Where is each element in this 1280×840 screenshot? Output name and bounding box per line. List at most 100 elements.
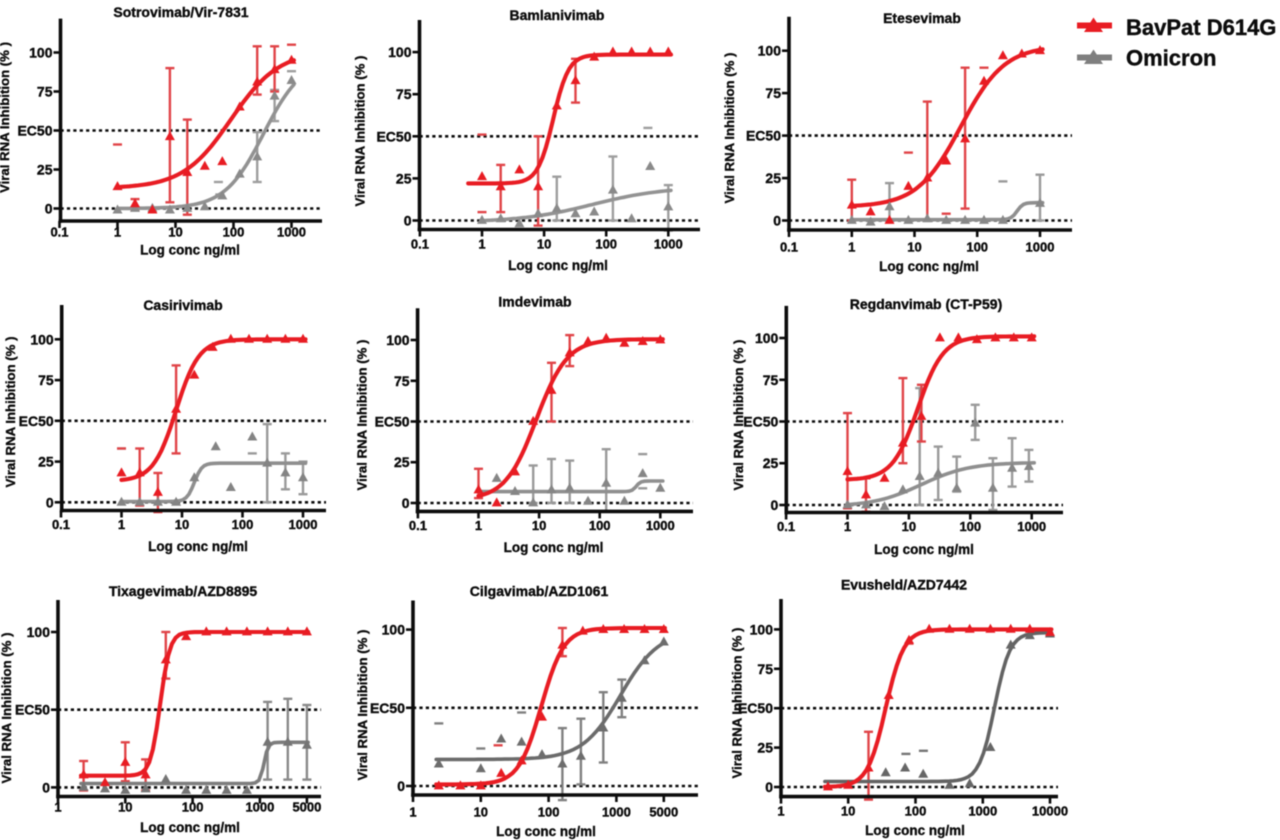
svg-text:100: 100 (223, 225, 245, 240)
svg-text:5000: 5000 (292, 800, 321, 815)
svg-text:EC50: EC50 (738, 700, 773, 716)
svg-text:Log conc ng/ml: Log conc ng/ml (879, 259, 979, 274)
svg-text:25: 25 (37, 162, 53, 178)
svg-text:Omicron: Omicron (1126, 46, 1216, 71)
svg-text:1: 1 (777, 804, 784, 819)
svg-text:EC50: EC50 (743, 414, 778, 430)
svg-text:Log conc ng/ml: Log conc ng/ml (140, 243, 240, 258)
svg-text:10: 10 (841, 804, 855, 819)
svg-text:EC50: EC50 (375, 414, 410, 430)
svg-text:25: 25 (38, 454, 54, 470)
svg-text:1000: 1000 (968, 804, 997, 819)
svg-text:100: 100 (232, 517, 254, 532)
svg-text:BavPat D614G: BavPat D614G (1126, 15, 1276, 40)
svg-text:10: 10 (474, 805, 488, 820)
svg-text:100: 100 (538, 805, 560, 820)
svg-text:Sotrovimab/Vir-7831: Sotrovimab/Vir-7831 (113, 4, 248, 20)
svg-text:0: 0 (46, 494, 54, 510)
svg-text:100: 100 (589, 518, 611, 533)
svg-text:10000: 10000 (1032, 804, 1068, 819)
svg-text:10: 10 (118, 800, 132, 815)
svg-text:EC50: EC50 (15, 702, 50, 718)
svg-text:0: 0 (402, 495, 410, 511)
svg-text:75: 75 (396, 86, 412, 102)
svg-text:0.1: 0.1 (411, 237, 429, 252)
svg-text:100: 100 (750, 621, 774, 637)
svg-text:1: 1 (844, 519, 851, 534)
svg-text:0.1: 0.1 (50, 225, 68, 240)
svg-text:Cilgavimab/AZD1061: Cilgavimab/AZD1061 (470, 583, 609, 599)
svg-text:75: 75 (38, 372, 54, 388)
svg-text:Viral RNA Inhibition (% ): Viral RNA Inhibition (% ) (731, 340, 746, 491)
svg-text:100: 100 (29, 45, 53, 61)
svg-text:Etesevimab: Etesevimab (883, 10, 961, 26)
svg-text:0.1: 0.1 (409, 518, 427, 533)
svg-text:EC50: EC50 (17, 123, 52, 139)
svg-text:25: 25 (765, 170, 781, 186)
svg-text:0: 0 (771, 497, 779, 513)
svg-text:1000: 1000 (1017, 519, 1046, 534)
svg-text:75: 75 (757, 661, 773, 677)
svg-text:75: 75 (765, 85, 781, 101)
svg-text:0: 0 (765, 779, 773, 795)
svg-text:Viral RNA Inhibition (% ): Viral RNA Inhibition (% ) (355, 630, 370, 781)
svg-text:Casirivimab: Casirivimab (143, 297, 222, 313)
svg-text:1000: 1000 (602, 805, 631, 820)
svg-text:1000: 1000 (654, 237, 683, 252)
svg-text:0: 0 (42, 779, 50, 795)
svg-text:EC50: EC50 (746, 128, 781, 144)
svg-text:1000: 1000 (277, 225, 306, 240)
svg-text:Viral RNA Inhibition (% ): Viral RNA Inhibition (% ) (0, 42, 12, 193)
svg-text:10: 10 (902, 519, 916, 534)
svg-text:0: 0 (397, 778, 405, 794)
svg-text:100: 100 (182, 800, 204, 815)
svg-text:100: 100 (30, 331, 54, 347)
svg-text:1: 1 (478, 237, 485, 252)
svg-text:Regdanvimab (CT-P59): Regdanvimab (CT-P59) (850, 296, 1002, 312)
svg-text:100: 100 (755, 330, 779, 346)
svg-text:10: 10 (537, 237, 551, 252)
svg-text:25: 25 (757, 740, 773, 756)
svg-text:1000: 1000 (245, 800, 274, 815)
svg-text:1000: 1000 (646, 518, 675, 533)
svg-text:25: 25 (394, 454, 410, 470)
svg-text:0: 0 (773, 213, 781, 229)
svg-text:Viral RNA Inhibition (% ): Viral RNA Inhibition (% ) (353, 56, 368, 207)
svg-text:EC50: EC50 (370, 700, 405, 716)
svg-text:10: 10 (532, 518, 546, 533)
svg-text:Log conc ng/ml: Log conc ng/ml (496, 824, 596, 839)
svg-text:Log conc ng/ml: Log conc ng/ml (140, 820, 240, 835)
svg-text:100: 100 (959, 519, 981, 534)
svg-text:75: 75 (37, 84, 53, 100)
svg-text:Log conc ng/ml: Log conc ng/ml (874, 542, 974, 557)
svg-text:25: 25 (763, 455, 779, 471)
svg-text:1: 1 (54, 800, 61, 815)
svg-text:100: 100 (966, 240, 988, 255)
svg-text:Bamlanivimab: Bamlanivimab (510, 7, 605, 23)
svg-text:1: 1 (114, 225, 121, 240)
svg-text:1: 1 (848, 240, 855, 255)
svg-text:1000: 1000 (1026, 240, 1055, 255)
svg-text:Log conc ng/ml: Log conc ng/ml (865, 823, 965, 838)
svg-text:Imdevimab: Imdevimab (498, 294, 571, 310)
svg-text:Log conc ng/ml: Log conc ng/ml (148, 539, 248, 554)
svg-text:Viral RNA Inhibition (% ): Viral RNA Inhibition (% ) (0, 633, 14, 784)
svg-text:1: 1 (475, 518, 482, 533)
svg-text:10: 10 (907, 240, 921, 255)
svg-text:Evusheld/AZD7442: Evusheld/AZD7442 (841, 577, 967, 593)
svg-text:100: 100 (758, 43, 782, 59)
svg-text:0.1: 0.1 (780, 240, 798, 255)
svg-text:Log conc ng/ml: Log conc ng/ml (504, 540, 604, 555)
svg-text:75: 75 (763, 372, 779, 388)
svg-text:0.1: 0.1 (777, 519, 795, 534)
svg-text:100: 100 (905, 804, 927, 819)
svg-text:5000: 5000 (649, 805, 678, 820)
svg-text:Log conc ng/ml: Log conc ng/ml (508, 258, 608, 273)
svg-text:EC50: EC50 (19, 413, 54, 429)
svg-text:100: 100 (27, 624, 51, 640)
svg-text:10: 10 (175, 517, 189, 532)
svg-text:0.1: 0.1 (52, 517, 70, 532)
svg-text:100: 100 (382, 622, 406, 638)
svg-text:0: 0 (45, 201, 53, 217)
svg-text:100: 100 (386, 332, 410, 348)
